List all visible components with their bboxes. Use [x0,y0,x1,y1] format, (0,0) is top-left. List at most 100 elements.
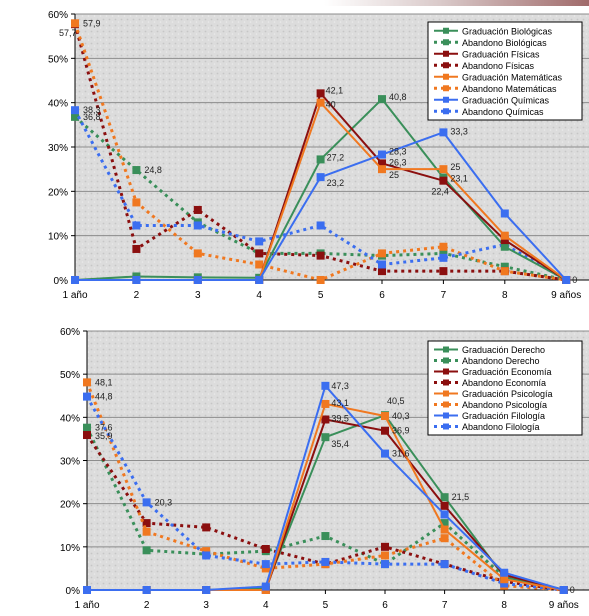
legend-entry: Abandono Matemáticas [462,84,557,94]
data-point [378,95,386,104]
data-label: 43,1 [331,398,349,408]
data-point [439,253,448,262]
y-tick-label: 20% [48,187,68,198]
data-point [316,276,325,284]
data-point [500,262,509,271]
data-point [261,564,270,573]
data-point [255,249,264,258]
data-point [132,198,141,207]
data-label: 40 [326,100,336,110]
legend-swatch-marker [443,50,449,57]
y-tick-label: 30% [60,457,80,468]
data-label: 33,3 [450,126,468,136]
data-point [132,166,141,175]
x-tick-label: 8 [502,290,508,301]
data-label: 40,5 [387,396,405,406]
data-point [193,249,202,258]
data-point [83,392,91,401]
data-label: 35,4 [331,439,349,449]
x-tick-label: 1 año [62,290,87,301]
data-point [440,510,449,519]
data-point [316,89,325,98]
legend-swatch-marker [443,85,449,92]
data-label: 57,9 [83,18,101,28]
data-point [500,267,509,276]
legend-swatch-marker [443,401,449,408]
x-tick-label: 7 [441,290,447,301]
y-tick-label: 60% [48,10,68,21]
data-point [316,98,325,107]
x-tick-label: 4 [256,290,262,301]
data-point [71,112,79,121]
data-label: 38,3 [83,105,101,115]
data-label: 23,1 [450,174,468,184]
y-tick-label: 40% [60,413,80,424]
legend-box [427,340,583,436]
data-point [132,221,141,230]
data-point [255,237,264,246]
data-point [321,532,330,541]
data-point [439,267,448,276]
chart-letras: 0% 10% 20% 30% 40% 50% 60% 1 año 2 3 4 5 6 7 8 9 años 48… [60,327,589,611]
data-label: 42,1 [326,85,344,95]
data-point [321,399,330,408]
x-tick-label: 4 [263,600,269,611]
data-label: 22,4 [431,187,449,197]
x-tick-label: 5 [318,290,324,301]
data-point [439,242,448,251]
data-point [440,493,449,502]
data-point [202,551,211,560]
legend-swatch-marker [443,108,449,115]
data-point [321,381,330,390]
data-label: 47,3 [331,381,349,391]
y-tick-label: 10% [48,232,68,243]
data-point [261,582,270,591]
data-point [316,251,325,260]
data-point [193,221,202,230]
data-point [439,165,448,174]
data-point [202,547,211,556]
data-point [255,260,264,269]
legend-entry: Graduación Físicas [462,49,540,59]
legend-entry: Graduación Matemáticas [462,72,563,82]
data-point [500,236,509,245]
data-point [142,586,151,594]
x-tick-label: 6 [379,290,385,301]
data-label: 31,6 [392,449,410,459]
data-label: 57,7 [59,28,77,38]
data-point [440,560,449,569]
legend-entry: Graduación Químicas [462,95,550,105]
data-point [500,568,509,577]
data-point [193,276,202,284]
data-label: 28,3 [389,147,407,157]
data-point [316,221,325,230]
data-point [378,260,386,269]
data-point [381,560,389,569]
data-point [142,498,151,507]
legend-swatch-marker [443,390,449,397]
data-point [142,546,151,555]
data-label: 0 [572,275,577,285]
data-label: 36,9 [392,426,410,436]
y-tick-label: 30% [48,143,68,154]
data-point [381,426,389,435]
data-point [378,159,386,168]
x-tick-label: 3 [203,600,209,611]
legend-entry: Graduación Filología [462,411,545,421]
y-tick-label: 60% [60,327,80,338]
data-point [261,544,270,553]
data-point [83,423,91,432]
data-point [321,557,330,566]
data-point [255,276,264,284]
data-point [378,267,386,276]
data-point [439,128,448,137]
legend-swatch-marker [443,62,449,69]
data-point [316,155,325,164]
y-tick-label: 0% [66,586,81,597]
data-label: 35,9 [95,431,113,441]
data-point [381,551,389,560]
data-point [439,249,448,258]
data-point [440,501,449,510]
top-decor-bar [0,0,589,6]
data-point [440,534,449,543]
